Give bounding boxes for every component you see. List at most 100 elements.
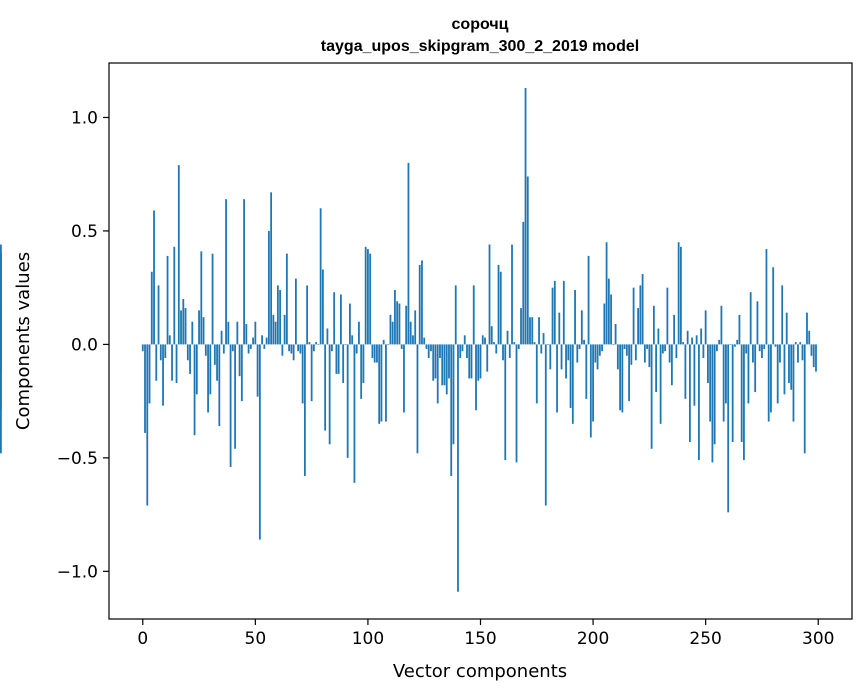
bar: [502, 344, 504, 361]
bar: [0, 253, 2, 345]
bar: [731, 344, 734, 442]
bar: [238, 344, 241, 377]
bar: [157, 285, 160, 345]
bar: [754, 344, 757, 393]
bar: [592, 344, 594, 422]
bar: [288, 344, 291, 352]
bar: [767, 344, 770, 422]
bar: [249, 344, 252, 349]
bar: [209, 344, 212, 395]
bar: [436, 344, 439, 404]
bar: [400, 344, 403, 349]
bar: [247, 344, 250, 354]
bar: [443, 344, 446, 386]
bar: [340, 294, 342, 345]
bar: [774, 344, 777, 347]
bar: [265, 337, 268, 345]
bar: [736, 339, 739, 345]
bar: [747, 344, 750, 404]
bar: [776, 344, 779, 404]
bar: [801, 344, 804, 361]
bar: [529, 317, 531, 345]
bar: [526, 176, 529, 345]
bar: [646, 344, 649, 349]
bar: [495, 344, 498, 354]
bar: [682, 342, 685, 345]
bar: [349, 303, 351, 345]
bar: [427, 344, 430, 359]
bar: [380, 344, 383, 422]
bar: [164, 344, 167, 359]
bar: [684, 344, 687, 399]
bar: [430, 344, 432, 352]
bar: [166, 255, 169, 345]
bar: [382, 339, 385, 345]
bar: [812, 344, 815, 368]
bar: [200, 251, 203, 345]
bar: [387, 344, 390, 345]
bar: [698, 344, 700, 461]
bar: [319, 208, 322, 345]
bar: [198, 310, 200, 345]
bar: [718, 339, 721, 345]
bar: [256, 344, 259, 397]
bar: [619, 344, 621, 411]
x-tick-label: 250: [689, 629, 721, 649]
bar: [261, 335, 263, 345]
bar: [308, 342, 311, 345]
bar: [677, 242, 680, 345]
y-axis: −1.0 −0.5 0.0 0.5 1.0: [57, 108, 109, 582]
bar: [351, 335, 354, 345]
bar: [171, 344, 173, 381]
bar: [607, 278, 610, 345]
bar: [576, 344, 579, 363]
bar: [175, 344, 178, 383]
bar: [630, 344, 633, 365]
bar: [303, 344, 306, 477]
bar: [367, 249, 369, 345]
bar: [414, 310, 417, 345]
bar: [470, 344, 473, 379]
bar: [141, 344, 144, 352]
bar: [535, 344, 538, 404]
bar: [761, 344, 763, 359]
bar: [202, 317, 205, 345]
bar: [765, 249, 768, 345]
bar: [713, 344, 716, 445]
bar: [481, 335, 484, 345]
bar: [659, 344, 662, 424]
bar: [225, 199, 227, 345]
bar: [396, 301, 399, 345]
bar: [252, 337, 254, 345]
bar: [457, 344, 459, 592]
bar: [745, 344, 748, 354]
bar: [441, 344, 444, 386]
bar: [729, 344, 732, 345]
bar: [312, 344, 315, 352]
bar: [294, 278, 297, 345]
bar: [515, 344, 518, 463]
bar: [668, 344, 671, 363]
bar: [605, 242, 608, 345]
bar: [245, 323, 248, 345]
bar: [499, 271, 502, 345]
bar: [756, 301, 759, 345]
bar: [758, 344, 761, 352]
bar: [679, 246, 682, 345]
bar: [211, 253, 214, 345]
bar: [315, 342, 318, 345]
bar: [815, 344, 817, 372]
bar: [704, 310, 707, 345]
bar: [263, 344, 266, 349]
bar: [558, 312, 561, 345]
bar: [497, 264, 500, 345]
chart-subtitle: tayga_upos_skipgram_300_2_2019 model: [321, 38, 639, 55]
bar: [405, 305, 408, 345]
bar: [643, 344, 646, 363]
x-tick-label: 100: [352, 629, 384, 649]
bar: [222, 344, 225, 354]
bar: [335, 344, 338, 374]
bar: [434, 344, 437, 379]
bar: [281, 344, 284, 356]
bar: [632, 287, 635, 345]
